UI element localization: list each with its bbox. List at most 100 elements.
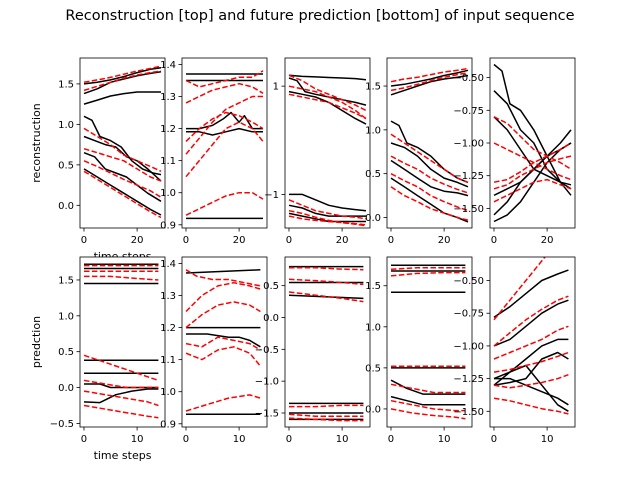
y-tick-label: 1.0 xyxy=(58,120,74,131)
plot-area xyxy=(387,58,472,228)
y-tick-label: −0.5 xyxy=(50,419,74,430)
model-line-12 xyxy=(83,390,159,407)
model-line-10 xyxy=(185,191,264,216)
model-line-10 xyxy=(83,354,159,382)
model-line-5 xyxy=(185,281,261,313)
input-line-2 xyxy=(83,91,161,105)
y-tick-label: 0.0 xyxy=(263,313,279,324)
y-tick-label: 1.1 xyxy=(160,355,176,366)
model-line-7 xyxy=(185,111,264,142)
y-tick-label: 1.2 xyxy=(160,124,176,135)
y-tick-label: 1.3 xyxy=(160,92,176,103)
model-line-13 xyxy=(83,404,159,419)
y-tick-label: 0.0 xyxy=(58,201,74,212)
input-line-1 xyxy=(390,69,469,87)
subplot-reconstruction-2: 0 20 0.9 1.0 1.1 1.2 1.3 1.4 xyxy=(160,57,268,246)
x-tick-label: 0 xyxy=(183,434,189,445)
y-tick-label: −1.50 xyxy=(453,407,484,418)
y-tick-label: 1.2 xyxy=(160,323,176,334)
y-tick-label: −1.50 xyxy=(453,204,484,215)
input-line-4 xyxy=(494,377,569,406)
y-tick-label: 1.0 xyxy=(58,311,74,322)
x-tick-label: 10 xyxy=(131,434,144,445)
y-tick-label: 0.0 xyxy=(58,383,74,394)
model-line-11 xyxy=(493,397,569,415)
y-tick-label: −1 xyxy=(264,190,279,201)
subplot-reconstruction-5: 0 20 −1.50 −1.25 −1.00 −0.75 −0.50 xyxy=(453,57,576,246)
y-tick-label: −1.00 xyxy=(453,139,484,150)
model-line-7 xyxy=(83,65,162,84)
input-line-3 xyxy=(289,193,367,212)
model-line-6 xyxy=(493,257,546,321)
model-line-8 xyxy=(493,142,572,183)
y-tick-label: −1.00 xyxy=(453,341,484,352)
y-tick-label: 0.0 xyxy=(365,213,381,224)
x-axis-label: time steps xyxy=(94,449,152,462)
model-line-6 xyxy=(185,82,264,104)
y-axis-label: predction xyxy=(30,316,43,368)
x-tick-label: 10 xyxy=(541,434,554,445)
input-line-0 xyxy=(83,71,162,95)
plot-area xyxy=(80,257,165,427)
plot-area xyxy=(182,257,267,427)
model-line-8 xyxy=(288,291,364,303)
axes-frame xyxy=(284,256,371,428)
series-group xyxy=(83,263,159,419)
model-line-10 xyxy=(493,178,572,203)
x-tick-label: 0 xyxy=(286,235,292,246)
y-tick-label: −0.50 xyxy=(453,73,484,84)
y-tick-label: 0.5 xyxy=(365,363,381,374)
y-axis-label: reconstruction xyxy=(30,103,43,182)
x-tick-label: 20 xyxy=(233,235,246,246)
x-tick-label: 10 xyxy=(438,434,451,445)
y-tick-label: 1.1 xyxy=(160,156,176,167)
input-line-0 xyxy=(493,63,572,196)
y-tick-label: −1.5 xyxy=(255,408,279,419)
model-line-8 xyxy=(185,346,261,367)
y-tick-label: 1.3 xyxy=(160,291,176,302)
model-line-7 xyxy=(288,85,367,120)
y-tick-label: 1.0 xyxy=(160,188,176,199)
axes-frame xyxy=(181,57,268,229)
y-tick-label: −1.25 xyxy=(453,171,484,182)
model-line-11 xyxy=(390,408,466,420)
y-tick-label: 1.5 xyxy=(58,79,74,90)
plot-area xyxy=(80,58,165,228)
axes-frame xyxy=(79,57,166,229)
input-line-2 xyxy=(186,111,263,130)
plot-area xyxy=(285,257,370,427)
model-line-4 xyxy=(185,269,261,287)
model-line-5 xyxy=(185,70,264,88)
plot-area xyxy=(285,58,370,228)
model-line-6 xyxy=(390,266,466,271)
x-tick-label: 20 xyxy=(438,235,451,246)
input-line-1 xyxy=(288,77,367,106)
x-tick-label: 0 xyxy=(388,434,394,445)
y-tick-label: 1.4 xyxy=(160,60,176,71)
y-tick-label: −0.5 xyxy=(255,345,279,356)
model-line-7 xyxy=(288,278,364,286)
y-tick-label: 1.0 xyxy=(365,322,381,333)
y-tick-label: −0.75 xyxy=(453,106,484,117)
model-line-9 xyxy=(493,155,572,190)
y-tick-label: 0.9 xyxy=(160,419,176,430)
model-line-9 xyxy=(390,383,466,394)
series-group xyxy=(390,264,466,420)
input-line-3 xyxy=(83,115,162,176)
model-line-10 xyxy=(288,413,364,417)
x-tick-label: 0 xyxy=(491,434,497,445)
model-line-9 xyxy=(84,275,159,281)
y-tick-label: 1.0 xyxy=(160,387,176,398)
input-line-3 xyxy=(390,142,469,188)
y-tick-label: 0.9 xyxy=(160,220,176,231)
subplot-prediction-3: 0 10 −1.5 −1.0 −0.5 0.0 0.5 xyxy=(255,256,371,445)
model-line-9 xyxy=(185,121,264,178)
model-line-9 xyxy=(185,394,261,412)
x-tick-label: 20 xyxy=(336,235,349,246)
x-tick-label: 0 xyxy=(183,235,189,246)
series-group xyxy=(288,74,367,227)
model-line-7 xyxy=(390,72,469,92)
axes-frame xyxy=(489,256,576,428)
x-tick-label: 0 xyxy=(81,434,87,445)
